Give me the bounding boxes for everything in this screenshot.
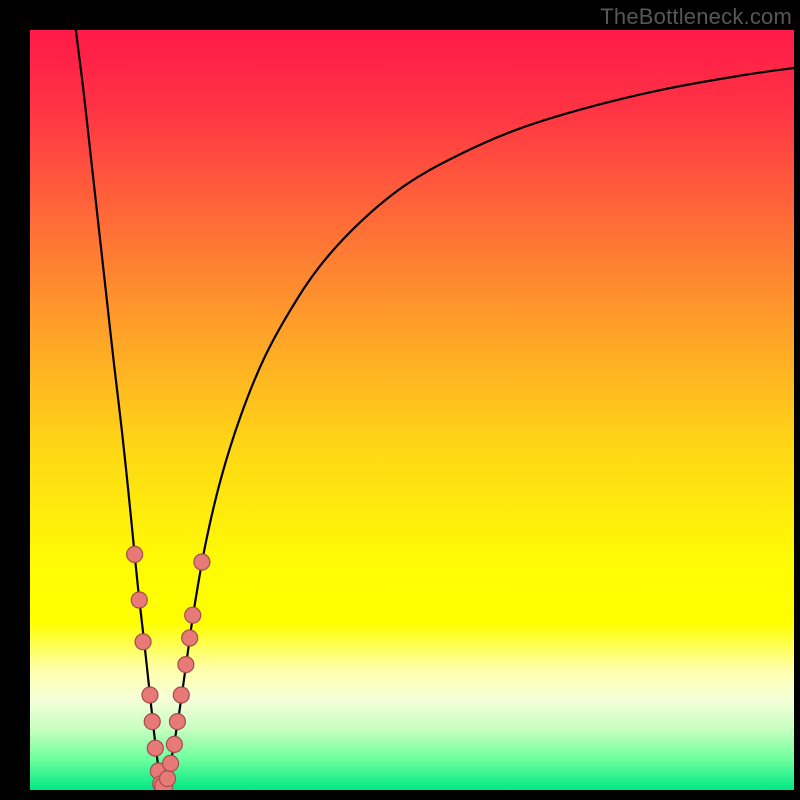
data-marker: [160, 771, 176, 787]
chart-root: { "watermark": { "text": "TheBottleneck.…: [0, 0, 800, 800]
data-marker: [166, 736, 182, 752]
bottleneck-chart: [0, 0, 800, 800]
data-marker: [144, 714, 160, 730]
data-marker: [194, 554, 210, 570]
data-marker: [182, 630, 198, 646]
plot-background: [30, 30, 794, 790]
watermark-text: TheBottleneck.com: [600, 4, 792, 30]
data-marker: [163, 755, 179, 771]
data-marker: [142, 687, 158, 703]
data-marker: [178, 657, 194, 673]
data-marker: [169, 714, 185, 730]
data-marker: [185, 607, 201, 623]
data-marker: [135, 634, 151, 650]
data-marker: [131, 592, 147, 608]
data-marker: [127, 546, 143, 562]
data-marker: [147, 740, 163, 756]
data-marker: [173, 687, 189, 703]
